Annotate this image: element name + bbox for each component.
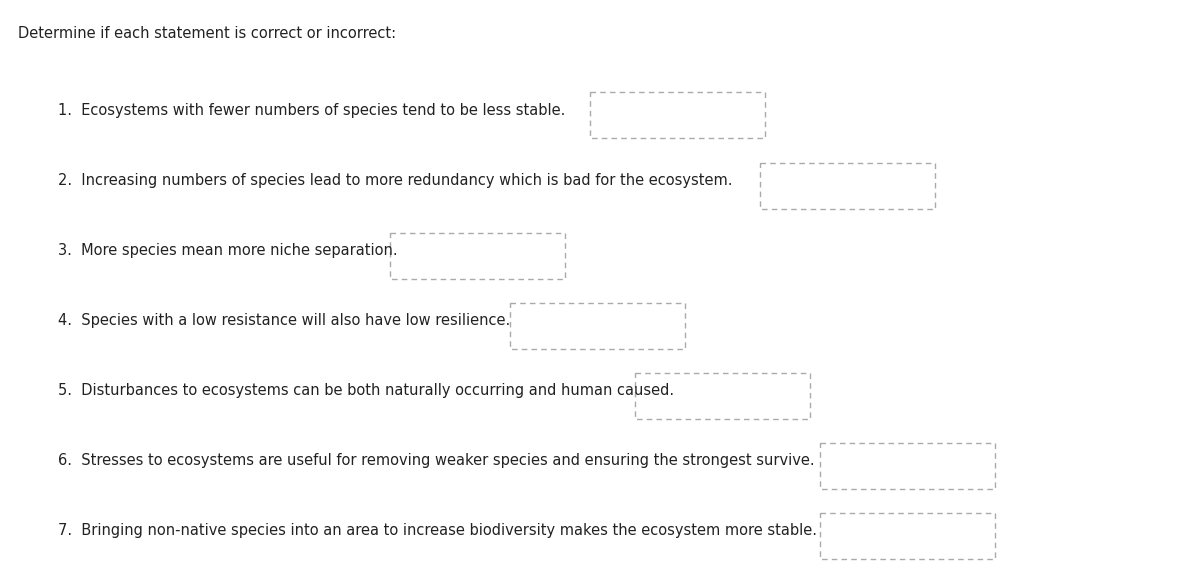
Bar [635, 373, 810, 419]
Text: 7.  Bringing non-native species into an area to increase biodiversity makes the : 7. Bringing non-native species into an a… [58, 522, 817, 537]
Bar [390, 233, 565, 279]
Text: 5.  Disturbances to ecosystems can be both naturally occurring and human caused.: 5. Disturbances to ecosystems can be bot… [58, 382, 674, 398]
Text: 4.  Species with a low resistance will also have low resilience.: 4. Species with a low resistance will al… [58, 312, 510, 328]
Text: 3.  More species mean more niche separation.: 3. More species mean more niche separati… [58, 242, 397, 258]
Text: 6.  Stresses to ecosystems are useful for removing weaker species and ensuring t: 6. Stresses to ecosystems are useful for… [58, 452, 815, 467]
Text: Determine if each statement is correct or incorrect:: Determine if each statement is correct o… [18, 26, 396, 41]
Bar [820, 513, 995, 559]
Bar [590, 92, 766, 138]
Text: 1.  Ecosystems with fewer numbers of species tend to be less stable.: 1. Ecosystems with fewer numbers of spec… [58, 103, 565, 118]
Bar [760, 163, 935, 209]
Bar [510, 303, 685, 349]
Text: 2.  Increasing numbers of species lead to more redundancy which is bad for the e: 2. Increasing numbers of species lead to… [58, 173, 732, 188]
Bar [820, 443, 995, 489]
